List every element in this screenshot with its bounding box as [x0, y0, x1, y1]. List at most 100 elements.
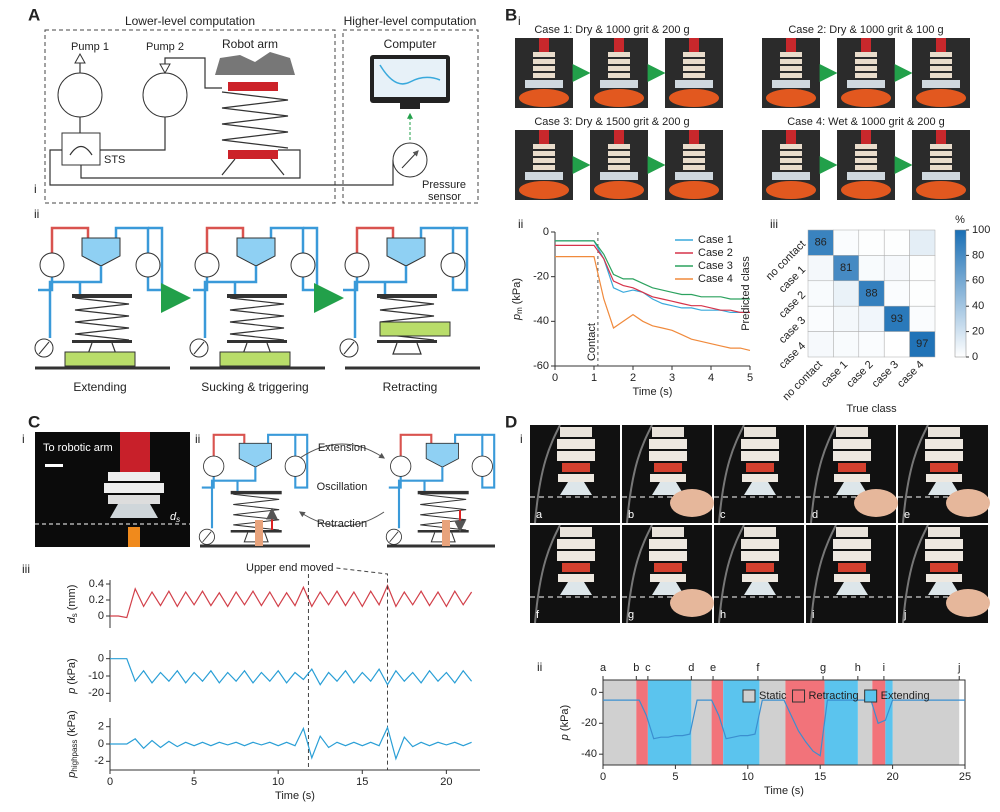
frame-label: j: [903, 609, 906, 621]
heat-cell: [858, 255, 885, 282]
phase-band: [759, 680, 786, 765]
heat-cell: [909, 305, 936, 332]
cell-label: 93: [891, 313, 903, 325]
x-axis-label: Time (s): [633, 386, 673, 398]
cell-label: 97: [916, 338, 928, 350]
cell-label: 81: [840, 262, 852, 274]
heat-cell: [807, 331, 834, 358]
heat-cell: [883, 255, 910, 282]
colorbar-tick-label: 40: [972, 300, 984, 312]
photo: [590, 130, 648, 200]
x-tick-label: 5: [672, 771, 678, 783]
y-axis-label: ds (mm): [66, 585, 79, 624]
label: Pressure: [422, 179, 466, 191]
label: sensor: [428, 191, 461, 203]
subscript: s: [70, 613, 79, 617]
frame-label: a: [536, 509, 543, 521]
cell-label: 88: [865, 287, 877, 299]
x-tick-label: 1: [591, 372, 597, 384]
heat-cell: [858, 280, 885, 307]
event-label: h: [855, 662, 861, 674]
legend-label: Case 2: [698, 247, 733, 259]
photo: [530, 525, 620, 623]
frame-label: f: [536, 609, 540, 621]
event-label: b: [633, 662, 639, 674]
photo-grid: a b c d e f g h i j: [530, 425, 990, 623]
y-tick-label: 0: [98, 653, 104, 665]
y-tick-label: 0.4: [89, 578, 104, 590]
phase-band: [885, 680, 893, 765]
unit: (kPa): [66, 710, 78, 736]
line-series: [555, 244, 750, 313]
photo: [590, 38, 648, 108]
x-tick-label: 3: [669, 372, 675, 384]
event-label: g: [820, 662, 826, 674]
step-label: Retracting: [383, 380, 438, 394]
heat-cell: [883, 331, 910, 358]
y-tick-label: -20: [581, 717, 597, 729]
frame-label: g: [628, 609, 634, 621]
colorbar-tick-label: 80: [972, 249, 984, 261]
subscript: s: [176, 515, 180, 524]
y-tick-label: -2: [94, 755, 104, 767]
legend-label: Extending: [881, 690, 930, 702]
label: Robot arm: [222, 37, 278, 51]
line-series: [555, 256, 751, 351]
y-tick-label: 0.2: [89, 594, 104, 606]
phase-band: [647, 680, 692, 765]
phase-band: [603, 680, 637, 765]
x-axis-label: True class: [846, 403, 897, 415]
label: Pump 2: [146, 41, 184, 53]
marker-label: Contact: [586, 323, 598, 361]
heat-cell: [909, 229, 936, 256]
x-tick-label: 15: [814, 771, 826, 783]
annotation-line: [336, 567, 388, 770]
photo-grid: [515, 38, 970, 200]
heat-cell: [807, 305, 834, 332]
frame-label: b: [628, 509, 634, 521]
legend-label: Case 4: [698, 273, 733, 285]
photo: [837, 130, 895, 200]
unit: (kPa): [559, 705, 571, 731]
header: Higher-level computation: [344, 14, 477, 28]
schematic: [49, 52, 450, 186]
heat-cell: [909, 280, 936, 307]
cycle-label: Extension: [318, 442, 366, 454]
label: Computer: [384, 37, 437, 51]
x-category: case 3: [870, 359, 901, 390]
x-tick-label: 5: [747, 372, 753, 384]
symbol: p: [511, 314, 523, 321]
panel-letter: A: [28, 5, 40, 24]
finger: [670, 589, 714, 617]
phase-band: [892, 680, 960, 765]
heat-cell: [833, 305, 860, 332]
sub-label: iii: [770, 217, 778, 231]
event-label: j: [957, 662, 960, 674]
phase-band: [691, 680, 712, 765]
colorbar-tick-label: 100: [972, 224, 990, 236]
y-tick-label: -20: [88, 687, 104, 699]
y-tick-label: -40: [533, 315, 549, 327]
phase-band: [824, 680, 858, 765]
label: Pump 1: [71, 41, 109, 53]
symbol: p: [66, 688, 78, 695]
cycle-label: Oscillation: [317, 481, 368, 493]
plot-frame: [602, 679, 966, 766]
photo: [837, 38, 895, 108]
y-tick-label: -10: [88, 670, 104, 682]
sub-label: i: [22, 432, 25, 446]
line-series: [110, 725, 472, 761]
photo: [530, 425, 620, 523]
y-tick-label: 0: [98, 738, 104, 750]
event-label: d: [688, 662, 694, 674]
symbol: p: [66, 772, 78, 779]
phase-band: [711, 680, 724, 765]
heat-cell: [833, 280, 860, 307]
y-axis-label: p (kPa): [559, 705, 571, 741]
step-label: Sucking & triggering: [201, 380, 308, 394]
x-tick-label: 0: [552, 372, 558, 384]
photo: [762, 38, 820, 108]
legend-swatch: [864, 689, 878, 703]
y-tick-label: -40: [581, 748, 597, 760]
